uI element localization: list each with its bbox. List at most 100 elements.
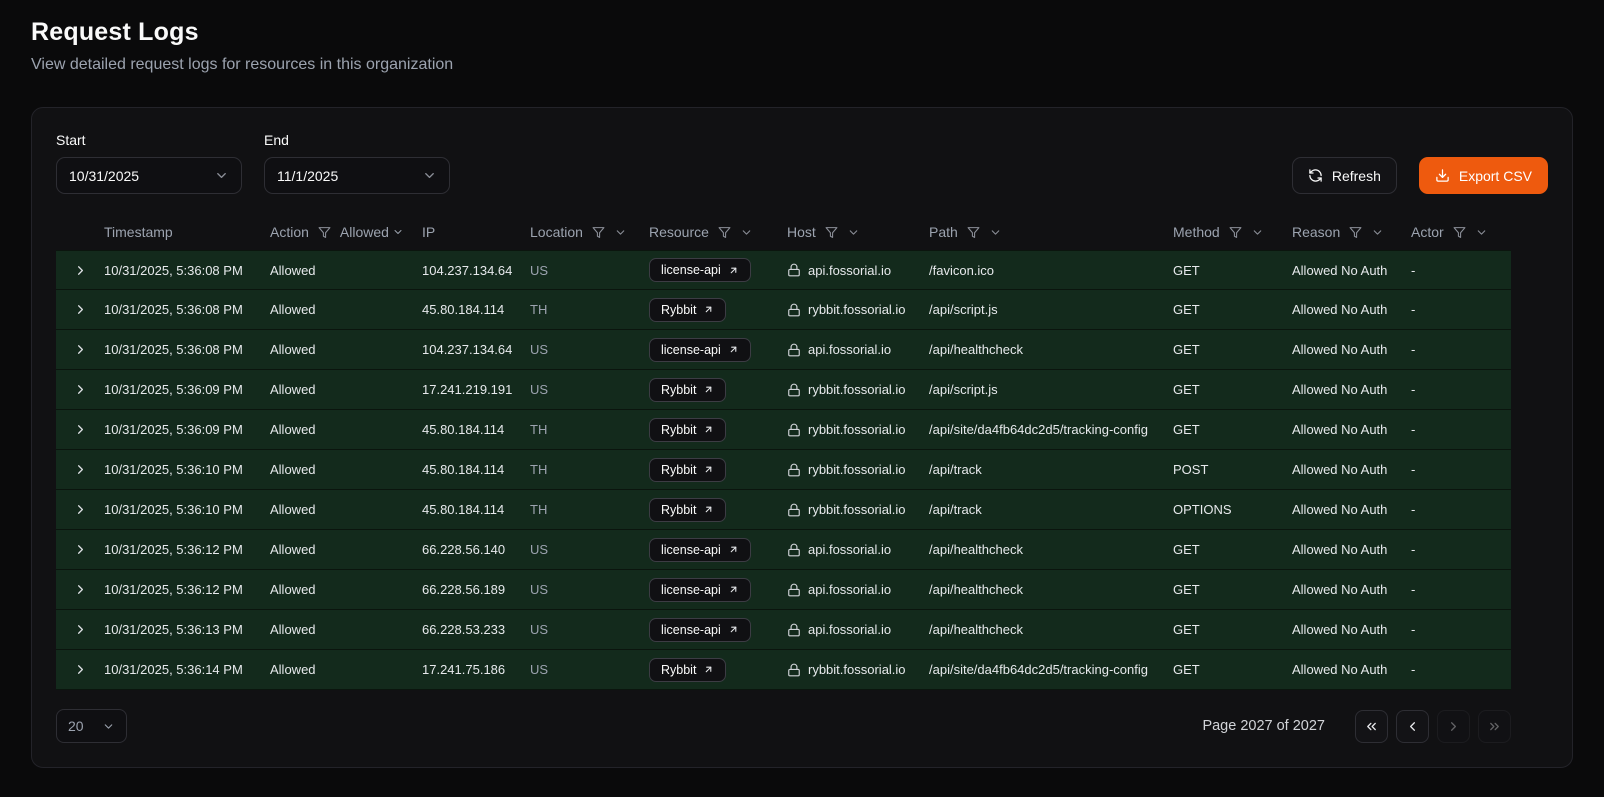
end-date-select[interactable]: 11/1/2025: [264, 157, 450, 194]
expand-row-button[interactable]: [56, 542, 104, 557]
next-page-button[interactable]: [1437, 709, 1470, 743]
chevrons-right-icon: [1487, 719, 1502, 734]
cell-timestamp: 10/31/2025, 5:36:10 PM: [104, 462, 243, 477]
last-page-button[interactable]: [1478, 709, 1511, 743]
resource-badge[interactable]: license-api: [649, 577, 751, 602]
first-page-button[interactable]: [1355, 709, 1388, 743]
chevron-down-icon[interactable]: [1251, 226, 1264, 239]
chevron-down-icon[interactable]: [989, 226, 1002, 239]
table-row[interactable]: 10/31/2025, 5:36:09 PM Allowed 17.241.21…: [56, 370, 1511, 410]
chevron-right-icon: [73, 582, 88, 597]
resource-badge[interactable]: license-api: [649, 617, 751, 642]
cell-reason: Allowed No Auth: [1292, 302, 1388, 317]
refresh-button[interactable]: Refresh: [1291, 157, 1397, 194]
host-name: rybbit.fossorial.io: [808, 462, 906, 477]
table-row[interactable]: 10/31/2025, 5:36:08 PM Allowed 45.80.184…: [56, 290, 1511, 330]
cell-actor: -: [1411, 662, 1416, 677]
table-row[interactable]: 10/31/2025, 5:36:10 PM Allowed 45.80.184…: [56, 450, 1511, 490]
previous-page-button[interactable]: [1396, 709, 1429, 743]
expand-row-button[interactable]: [56, 662, 104, 677]
pagination-controls: [1355, 709, 1511, 743]
filter-icon[interactable]: [318, 226, 331, 239]
chevron-down-icon[interactable]: [740, 226, 753, 239]
chevron-down-icon[interactable]: [847, 226, 860, 239]
chevron-right-icon: [73, 502, 88, 517]
expand-row-button[interactable]: [56, 342, 104, 357]
cell-path: /api/track: [929, 462, 982, 477]
resource-name: Rybbit: [661, 302, 697, 317]
column-label-reason: Reason: [1292, 224, 1341, 240]
host-name: rybbit.fossorial.io: [808, 422, 906, 437]
table-row[interactable]: 10/31/2025, 5:36:14 PM Allowed 17.241.75…: [56, 650, 1511, 690]
filter-icon[interactable]: [967, 226, 980, 239]
cell-actor: -: [1411, 462, 1416, 477]
expand-row-button[interactable]: [56, 502, 104, 517]
cell-ip: 45.80.184.114: [422, 462, 505, 477]
cell-location: TH: [530, 302, 548, 317]
cell-action: Allowed: [270, 662, 316, 677]
cell-ip: 45.80.184.114: [422, 302, 505, 317]
resource-badge[interactable]: Rybbit: [649, 497, 727, 522]
filter-icon[interactable]: [825, 226, 838, 239]
chevron-down-icon[interactable]: [1371, 226, 1384, 239]
expand-row-button[interactable]: [56, 462, 104, 477]
cell-method: POST: [1173, 462, 1209, 477]
chevron-down-icon[interactable]: [614, 226, 627, 239]
filter-icon[interactable]: [718, 226, 731, 239]
chevron-down-icon[interactable]: [1475, 226, 1488, 239]
expand-row-button[interactable]: [56, 422, 104, 437]
resource-badge[interactable]: Rybbit: [649, 417, 727, 442]
column-label-location: Location: [530, 224, 583, 240]
table-row[interactable]: 10/31/2025, 5:36:09 PM Allowed 45.80.184…: [56, 410, 1511, 450]
table-row[interactable]: 10/31/2025, 5:36:12 PM Allowed 66.228.56…: [56, 570, 1511, 610]
resource-badge[interactable]: license-api: [649, 337, 751, 362]
filter-icon[interactable]: [1453, 226, 1466, 239]
resource-name: Rybbit: [661, 662, 697, 677]
cell-location: TH: [530, 502, 548, 517]
expand-row-button[interactable]: [56, 382, 104, 397]
table-row[interactable]: 10/31/2025, 5:36:13 PM Allowed 66.228.53…: [56, 610, 1511, 650]
host-name: api.fossorial.io: [808, 582, 892, 597]
column-label-action: Action: [270, 224, 309, 240]
chevron-right-icon: [73, 462, 88, 477]
expand-row-button[interactable]: [56, 302, 104, 317]
column-header-location: Location: [530, 224, 649, 240]
resource-badge[interactable]: Rybbit: [649, 297, 727, 322]
cell-path: /favicon.ico: [929, 262, 995, 278]
cell-method: GET: [1173, 582, 1200, 597]
cell-reason: Allowed No Auth: [1292, 342, 1388, 357]
cell-path: /api/healthcheck: [929, 342, 1023, 357]
host-name: api.fossorial.io: [808, 342, 892, 357]
resource-badge[interactable]: license-api: [649, 258, 751, 282]
cell-timestamp: 10/31/2025, 5:36:12 PM: [104, 542, 243, 557]
filter-icon[interactable]: [1349, 226, 1362, 239]
table-row[interactable]: 10/31/2025, 5:36:08 PM Allowed 104.237.1…: [56, 330, 1511, 370]
table-row[interactable]: 10/31/2025, 5:36:12 PM Allowed 66.228.56…: [56, 530, 1511, 570]
cell-resource: license-api: [649, 617, 787, 642]
resource-badge[interactable]: Rybbit: [649, 457, 727, 482]
table-row[interactable]: 10/31/2025, 5:36:10 PM Allowed 45.80.184…: [56, 490, 1511, 530]
table-row[interactable]: 10/31/2025, 5:36:08 PM Allowed 104.237.1…: [56, 250, 1511, 290]
cell-host: api.fossorial.io: [787, 622, 929, 637]
host-name: api.fossorial.io: [808, 542, 892, 557]
expand-row-button[interactable]: [56, 582, 104, 597]
filter-icon[interactable]: [1229, 226, 1242, 239]
cell-host: api.fossorial.io: [787, 542, 929, 557]
cell-actor: -: [1411, 262, 1416, 278]
start-date-select[interactable]: 10/31/2025: [56, 157, 242, 194]
table-footer: 20 Page 2027 of 2027: [56, 709, 1511, 743]
filter-icon[interactable]: [592, 226, 605, 239]
export-csv-button[interactable]: Export CSV: [1418, 157, 1548, 194]
expand-row-button[interactable]: [56, 263, 104, 278]
expand-row-button[interactable]: [56, 622, 104, 637]
column-label-resource: Resource: [649, 224, 709, 240]
action-filter-dropdown[interactable]: Allowed: [340, 224, 404, 240]
chevron-right-icon: [73, 263, 88, 278]
cell-ip: 45.80.184.114: [422, 502, 505, 517]
lock-icon: [787, 263, 801, 277]
resource-badge[interactable]: Rybbit: [649, 657, 727, 682]
resource-badge[interactable]: license-api: [649, 537, 751, 562]
resource-badge[interactable]: Rybbit: [649, 377, 727, 402]
cell-action: Allowed: [270, 422, 316, 437]
page-size-select[interactable]: 20: [56, 709, 127, 743]
